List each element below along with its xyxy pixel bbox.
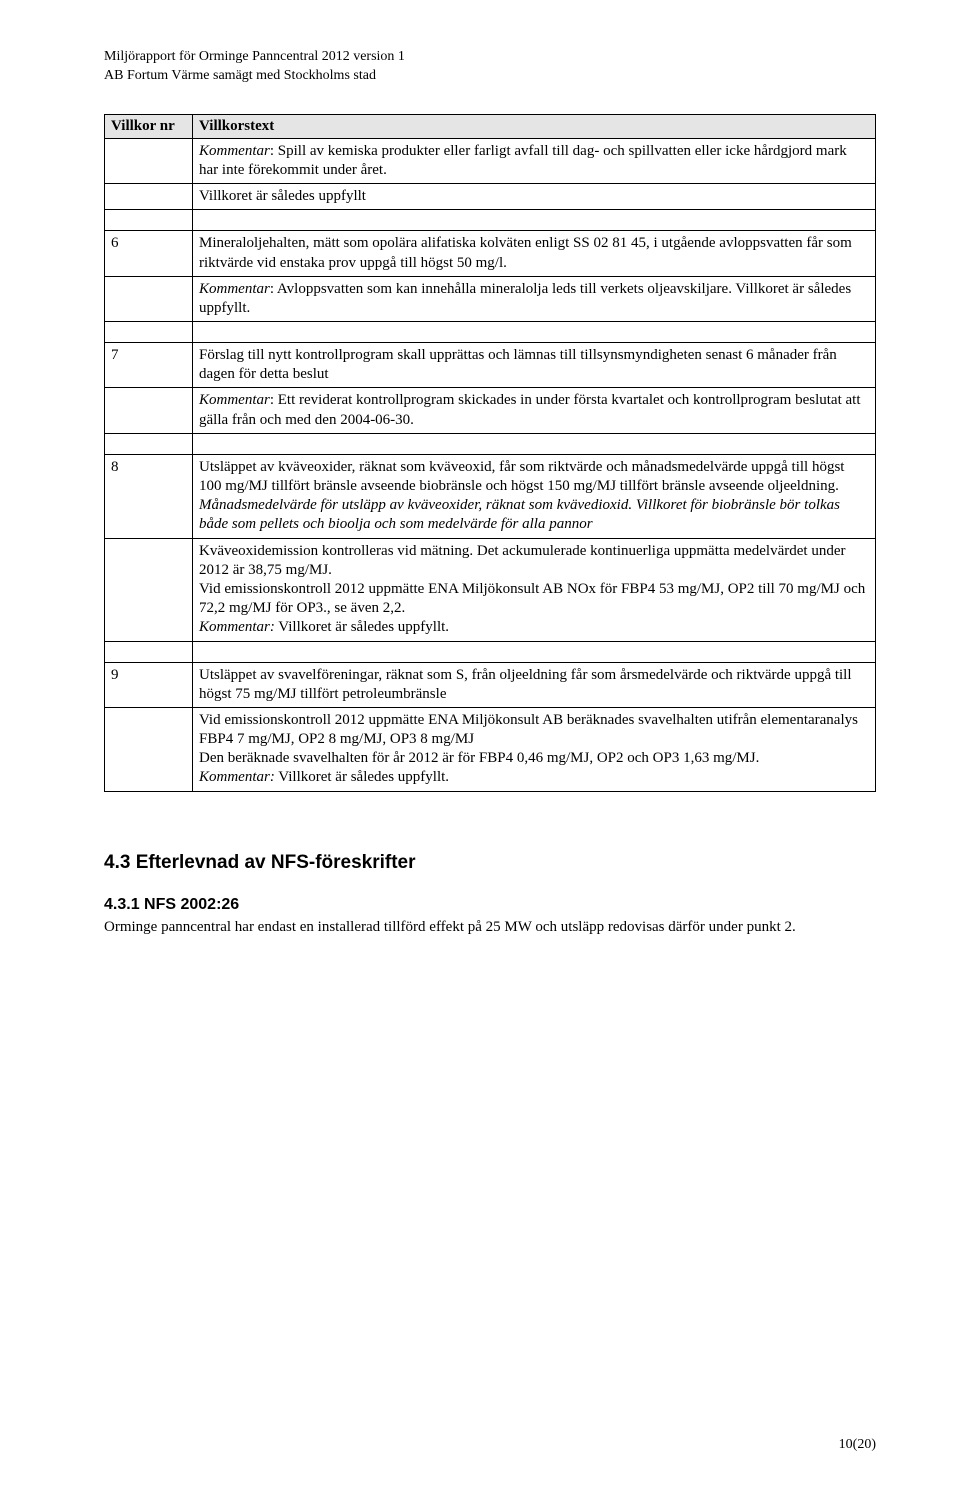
- header-line-1: Miljörapport för Orminge Panncentral 201…: [104, 48, 876, 67]
- table-row: Vid emissionskontroll 2012 uppmätte ENA …: [105, 707, 876, 791]
- table-cell-text: [193, 433, 876, 454]
- table-row: [105, 322, 876, 343]
- text-span: Villkoret är således uppfyllt.: [275, 619, 449, 635]
- section-body-4-3-1: Orminge panncentral har endast en instal…: [104, 918, 876, 938]
- document-header: Miljörapport för Orminge Panncentral 201…: [104, 48, 876, 86]
- text-span-italic: Kommentar: [199, 392, 270, 408]
- table-cell-nr: [105, 388, 193, 433]
- table-cell-text: Vid emissionskontroll 2012 uppmätte ENA …: [193, 707, 876, 791]
- table-row: Kommentar: Ett reviderat kontrollprogram…: [105, 388, 876, 433]
- table-cell-text: [193, 322, 876, 343]
- header-line-2: AB Fortum Värme samägt med Stockholms st…: [104, 67, 876, 86]
- table-row: [105, 210, 876, 231]
- table-cell-nr: [105, 276, 193, 321]
- text-span: : Avloppsvatten som kan innehålla minera…: [199, 281, 851, 316]
- col-header-nr: Villkor nr: [105, 114, 193, 138]
- text-span: Vid emissionskontroll 2012 uppmätte ENA …: [199, 712, 858, 747]
- text-span: Den beräknade svavelhalten för år 2012 ä…: [199, 750, 759, 766]
- table-cell-text: Utsläppet av svavelföreningar, räknat so…: [193, 662, 876, 707]
- text-span: Kommentar:: [199, 619, 275, 635]
- text-span: : Ett reviderat kontrollprogram skickade…: [199, 392, 861, 427]
- text-span: Utsläppet av kväveoxider, räknat som kvä…: [199, 459, 844, 494]
- table-cell-nr: [105, 641, 193, 662]
- table-cell-nr: [105, 138, 193, 183]
- villkor-table: Villkor nr Villkorstext Kommentar: Spill…: [104, 114, 876, 792]
- table-cell-nr: [105, 210, 193, 231]
- table-cell-nr: 8: [105, 454, 193, 538]
- text-span: Vid emissionskontroll 2012 uppmätte ENA …: [199, 581, 865, 616]
- table-cell-nr: [105, 433, 193, 454]
- text-span: Kommentar:: [199, 769, 275, 785]
- table-row: Kommentar: Avloppsvatten som kan innehål…: [105, 276, 876, 321]
- table-cell-text: Villkoret är således uppfyllt: [193, 184, 876, 210]
- table-cell-text: Utsläppet av kväveoxider, räknat som kvä…: [193, 454, 876, 538]
- table-cell-text: Mineraloljehalten, mätt som opolära alif…: [193, 231, 876, 276]
- page-number: 10(20): [839, 1437, 876, 1453]
- table-row: [105, 433, 876, 454]
- table-row: 6Mineraloljehalten, mätt som opolära ali…: [105, 231, 876, 276]
- table-row: Villkoret är således uppfyllt: [105, 184, 876, 210]
- table-row: 7Förslag till nytt kontrollprogram skall…: [105, 343, 876, 388]
- table-cell-text: Kommentar: Spill av kemiska produkter el…: [193, 138, 876, 183]
- table-cell-text: Kommentar: Avloppsvatten som kan innehål…: [193, 276, 876, 321]
- table-cell-nr: 6: [105, 231, 193, 276]
- table-cell-nr: [105, 322, 193, 343]
- table-cell-text: Kommentar: Ett reviderat kontrollprogram…: [193, 388, 876, 433]
- table-row: Kväveoxidemission kontrolleras vid mätni…: [105, 538, 876, 641]
- table-cell-text: Förslag till nytt kontrollprogram skall …: [193, 343, 876, 388]
- table-cell-nr: [105, 707, 193, 791]
- col-header-text: Villkorstext: [193, 114, 876, 138]
- text-span-italic: Kommentar: [199, 143, 270, 159]
- table-cell-nr: [105, 184, 193, 210]
- table-row: [105, 641, 876, 662]
- table-cell-text: [193, 210, 876, 231]
- text-span: Kväveoxidemission kontrolleras vid mätni…: [199, 543, 845, 578]
- table-cell-nr: 7: [105, 343, 193, 388]
- section-heading-4-3-1: 4.3.1 NFS 2002:26: [104, 896, 876, 914]
- text-span: Villkoret är således uppfyllt.: [275, 769, 449, 785]
- table-row: Kommentar: Spill av kemiska produkter el…: [105, 138, 876, 183]
- text-span-italic: Kommentar: [199, 281, 270, 297]
- text-span: : Spill av kemiska produkter eller farli…: [199, 143, 847, 178]
- text-span: Månadsmedelvärde för utsläpp av kväveoxi…: [199, 497, 840, 532]
- document-page: Miljörapport för Orminge Panncentral 201…: [0, 0, 960, 1489]
- table-header-row: Villkor nr Villkorstext: [105, 114, 876, 138]
- table-cell-text: [193, 641, 876, 662]
- table-cell-nr: 9: [105, 662, 193, 707]
- table-cell-nr: [105, 538, 193, 641]
- table-cell-text: Kväveoxidemission kontrolleras vid mätni…: [193, 538, 876, 641]
- table-row: 9Utsläppet av svavelföreningar, räknat s…: [105, 662, 876, 707]
- section-heading-4-3: 4.3 Efterlevnad av NFS-föreskrifter: [104, 852, 876, 874]
- table-row: 8Utsläppet av kväveoxider, räknat som kv…: [105, 454, 876, 538]
